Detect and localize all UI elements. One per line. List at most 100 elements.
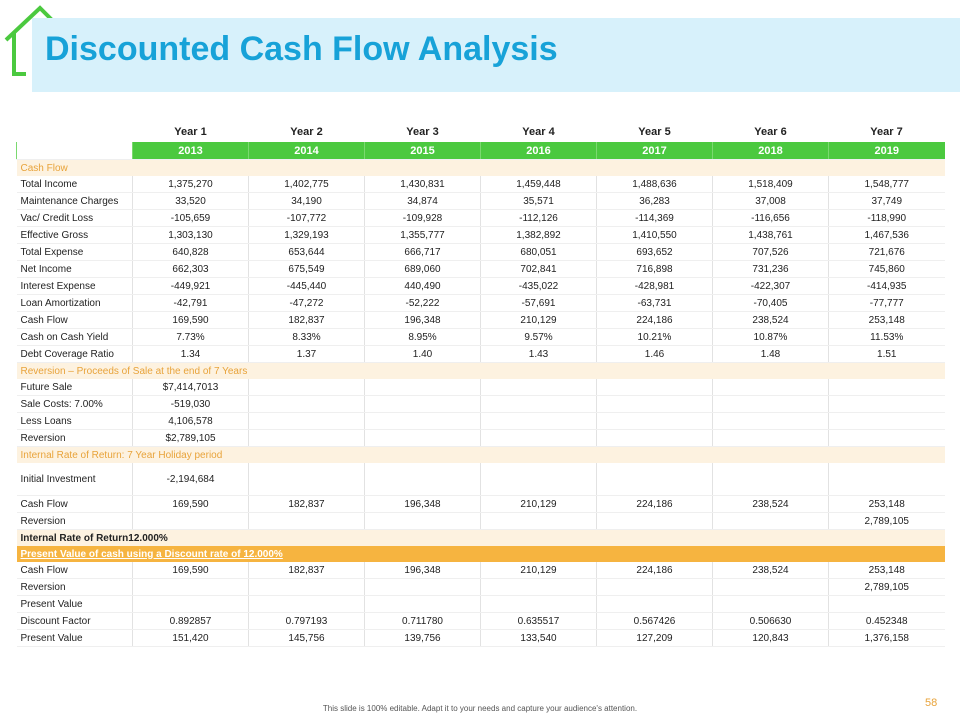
- data-row: Total Expense 640,828 653,644 666,717 680,05…: [16, 243, 945, 261]
- page-number: 58: [925, 697, 938, 709]
- row-label: Cash Flow: [16, 562, 133, 579]
- data-row: Cash on Cash Yield 7.73% 8.33% 8.95% 9.57% 10…: [16, 328, 945, 346]
- value-cell: 653,644: [248, 243, 365, 261]
- year-header: Year 4: [522, 126, 555, 138]
- value-cell: 1.51: [828, 345, 945, 363]
- value-cell: [132, 595, 249, 613]
- value-cell: 0.892857: [132, 612, 249, 630]
- value-cell: [364, 412, 481, 430]
- value-cell: 34,874: [364, 192, 481, 210]
- value-cell: [248, 595, 365, 613]
- title: Discounted Cash Flow Analysis: [45, 30, 558, 68]
- value-cell: -428,981: [596, 277, 713, 295]
- value-cell: -118,990: [828, 209, 945, 227]
- value-cell: 1,438,761: [712, 226, 829, 244]
- value-cell: [248, 512, 365, 530]
- data-row: Sale Costs: 7.00% -519,030: [16, 395, 945, 413]
- value-cell: 1.37: [248, 345, 365, 363]
- value-cell: [248, 379, 365, 396]
- value-cell: [712, 512, 829, 530]
- data-row: Present Value: [16, 595, 945, 613]
- value-cell: [712, 595, 829, 613]
- value-cell: 210,129: [480, 311, 597, 329]
- data-row: Net Income 662,303 675,549 689,060 702,841 71…: [16, 260, 945, 278]
- value-cell: 0.711780: [364, 612, 481, 630]
- section-row: Cash Flow: [16, 159, 945, 176]
- section-label: Cash Flow: [16, 159, 945, 176]
- date-header: 2014: [248, 142, 365, 160]
- summary-row: Internal Rate of Return12.000%: [16, 529, 945, 546]
- data-row: Interest Expense -449,921 -445,440 440,490-…: [16, 277, 945, 295]
- value-cell: [596, 429, 713, 447]
- value-cell: 689,060: [364, 260, 481, 278]
- value-cell: 127,209: [596, 629, 713, 647]
- row-label: Initial Investment: [16, 463, 133, 496]
- data-row: Vac/ Credit Loss -105,659 -107,772 -109,928…: [16, 209, 945, 227]
- year-header: Year 3: [406, 126, 439, 138]
- row-label: Total Income: [16, 176, 133, 193]
- value-cell: 1,410,550: [596, 226, 713, 244]
- value-cell: [364, 463, 481, 496]
- value-cell: -414,935: [828, 277, 945, 295]
- value-cell: 8.95%: [364, 328, 481, 346]
- row-label: Reversion: [16, 512, 133, 530]
- value-cell: 716,898: [596, 260, 713, 278]
- value-cell: -42,791: [132, 294, 249, 312]
- row-label: Present Value: [16, 629, 133, 647]
- row-label: Cash on Cash Yield: [16, 328, 133, 346]
- value-cell: -47,272: [248, 294, 365, 312]
- value-cell: [712, 412, 829, 430]
- section-row: Reversion – Proceeds of Sale at the end …: [16, 362, 945, 379]
- value-cell: [828, 429, 945, 447]
- row-label: Interest Expense: [16, 277, 133, 295]
- value-cell: 10.21%: [596, 328, 713, 346]
- value-cell: [596, 578, 713, 596]
- value-cell: 1,382,892: [480, 226, 597, 244]
- value-cell: 440,490: [364, 277, 481, 295]
- value-cell: 693,652: [596, 243, 713, 261]
- value-cell: [364, 512, 481, 530]
- value-cell: 253,148: [828, 495, 945, 513]
- value-cell: 238,524: [712, 495, 829, 513]
- value-cell: [248, 463, 365, 496]
- value-cell: [248, 412, 365, 430]
- value-cell: 1,402,775: [248, 176, 365, 193]
- value-cell: 8.33%: [248, 328, 365, 346]
- value-cell: 169,590: [132, 495, 249, 513]
- value-cell: [248, 395, 365, 413]
- data-row: Future Sale $7,414,7013: [16, 379, 945, 396]
- value-cell: [712, 379, 829, 396]
- row-label: Reversion: [16, 429, 133, 447]
- value-cell: 9.57%: [480, 328, 597, 346]
- data-row: Less Loans 4,106,578: [16, 412, 945, 430]
- data-row: Present Value 151,420 145,756 139,756 133,54…: [16, 629, 945, 647]
- value-cell: 721,676: [828, 243, 945, 261]
- footer-note: This slide is 100% editable. Adapt it to…: [322, 704, 638, 713]
- value-cell: 1,518,409: [712, 176, 829, 193]
- highlight-row: Present Value of cash using a Discount r…: [16, 546, 945, 562]
- value-cell: [480, 512, 597, 530]
- data-row: Discount Factor 0.892857 0.797193 0.711780 0…: [16, 612, 945, 630]
- value-cell: 702,841: [480, 260, 597, 278]
- row-label: Effective Gross: [16, 226, 133, 244]
- value-cell: [828, 463, 945, 496]
- value-cell: [828, 595, 945, 613]
- year-row: Year 1 Year 2 Year 3 Year 4 Year 5 Year 6 Year…: [17, 122, 945, 142]
- section-label: Reversion – Proceeds of Sale at the end …: [16, 362, 945, 379]
- date-header: 2016: [480, 142, 597, 160]
- value-cell: -445,440: [248, 277, 365, 295]
- year-header: Year 6: [754, 126, 787, 138]
- value-cell: -435,022: [480, 277, 597, 295]
- value-cell: [596, 412, 713, 430]
- value-cell: 224,186: [596, 495, 713, 513]
- value-cell: [828, 379, 945, 396]
- value-cell: 2,789,105: [828, 578, 945, 596]
- row-label: Future Sale: [16, 379, 133, 396]
- value-cell: [712, 395, 829, 413]
- value-cell: 169,590: [132, 562, 249, 579]
- value-cell: 196,348: [364, 562, 481, 579]
- value-cell: 1.43: [480, 345, 597, 363]
- value-cell: 151,420: [132, 629, 249, 647]
- date-header: 2013: [132, 142, 249, 160]
- data-row: Reversion 2,789,105: [16, 512, 945, 530]
